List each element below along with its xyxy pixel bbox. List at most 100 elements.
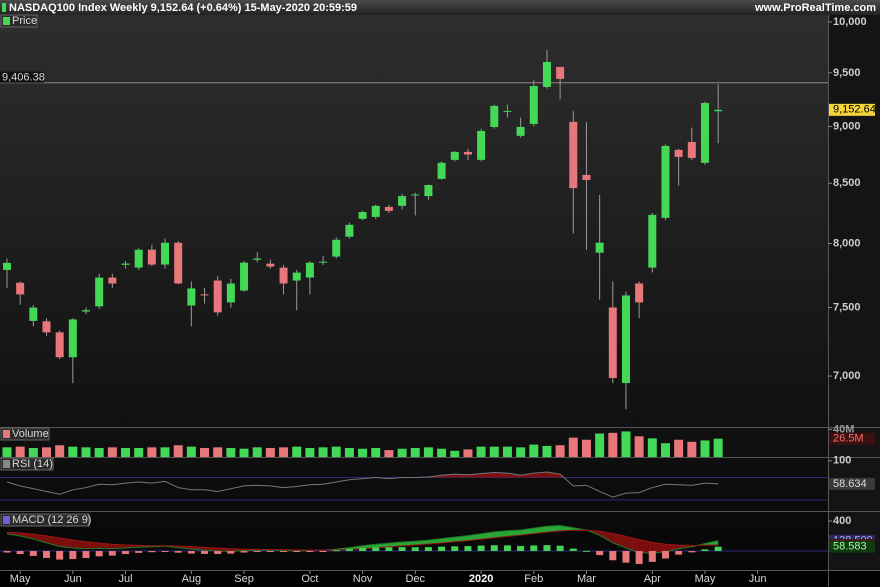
volume-bar	[595, 433, 605, 457]
histogram-bar	[56, 551, 64, 560]
histogram-bar	[148, 551, 156, 553]
volume-bar	[55, 445, 65, 457]
volume-bar	[305, 448, 315, 457]
panel-label-box	[0, 513, 90, 527]
macd-fill	[33, 534, 47, 543]
x-tick-label: Sep	[234, 573, 254, 585]
volume-bar	[555, 445, 565, 457]
volume-bar	[213, 447, 223, 457]
volume-bar	[687, 441, 697, 457]
y-tick-label: 40M	[833, 423, 854, 435]
histogram-bar	[424, 547, 432, 552]
volume-bar	[331, 446, 341, 457]
candle-body	[292, 272, 301, 281]
macd-fill	[560, 525, 574, 531]
x-tick-label: Dec	[405, 573, 425, 585]
histogram-bar	[675, 551, 683, 555]
candle-body	[82, 310, 91, 312]
panel-label-box	[0, 427, 50, 441]
candle-body	[648, 214, 657, 268]
y-tick-label: 9,000	[833, 120, 861, 132]
volume-bar	[700, 440, 710, 457]
candle-body	[371, 205, 380, 217]
histogram-bar	[227, 551, 235, 554]
volume-bar	[160, 447, 170, 457]
overbought-fill	[6, 471, 719, 478]
candle-body	[200, 294, 209, 296]
macd-fill	[72, 539, 87, 549]
macd-fill	[612, 533, 626, 549]
x-tick-label: Mar	[577, 573, 596, 585]
y-tick-label: 10,000	[833, 16, 867, 28]
candle-body	[161, 242, 170, 265]
volume-bar	[358, 448, 368, 457]
macd-fill	[665, 544, 679, 552]
macd-line	[6, 525, 719, 554]
volume-bar	[239, 448, 249, 457]
volume-bar	[463, 449, 473, 457]
panel-label-box	[0, 457, 54, 471]
histogram-bar	[122, 551, 130, 555]
volume-bar	[147, 447, 157, 457]
histogram-bar	[596, 551, 604, 556]
candle-body	[477, 130, 486, 160]
x-tick-label: Jun	[64, 573, 82, 585]
panel-title: MACD (12 26 9)	[12, 514, 91, 526]
volume-bar	[15, 446, 25, 457]
volume-bar	[660, 443, 670, 457]
histogram-bar	[372, 547, 380, 552]
histogram-bar	[411, 547, 419, 552]
candle-body	[516, 126, 525, 136]
histogram-bar	[661, 551, 669, 559]
plot-background	[0, 15, 828, 571]
histogram-bar	[398, 547, 406, 552]
histogram-bar	[503, 545, 511, 552]
volume-bar	[226, 448, 236, 457]
macd-fill	[99, 543, 113, 549]
macd-fill	[494, 530, 508, 538]
panel-label-icon	[3, 430, 10, 438]
histogram-bar	[95, 551, 103, 557]
volume-bar	[81, 447, 91, 457]
histogram-bar	[688, 551, 696, 553]
candle-body	[384, 206, 393, 211]
volume-bar	[529, 444, 539, 457]
volume-bar	[476, 446, 486, 457]
panel-title: Price	[12, 15, 37, 27]
candle-body	[279, 267, 288, 284]
overlay: Price Volume RSI (14) MACD (12 26 9) 7,0…	[0, 14, 876, 585]
macd-fill	[59, 537, 73, 549]
candle-body	[95, 277, 104, 307]
candle-body	[529, 86, 538, 124]
histogram-bar	[82, 551, 90, 559]
histogram-bar	[214, 551, 222, 554]
macd-fill	[625, 536, 640, 553]
volume-bar	[2, 447, 12, 457]
histogram-bar	[280, 551, 288, 553]
candle-body	[411, 194, 420, 196]
volume-bar	[186, 446, 196, 457]
volume-bar	[41, 447, 51, 457]
candle-body	[463, 151, 472, 155]
histogram-bar	[556, 545, 564, 552]
panel-title: Volume	[12, 428, 49, 440]
histogram-bar	[385, 547, 393, 552]
header-title: NASDAQ100 Index Weekly 9,152.64 (+0.64%)…	[9, 2, 357, 14]
volume-bar	[28, 448, 38, 457]
reference-label: 9,406.38	[2, 72, 45, 84]
y-tick-label: 9,500	[833, 67, 861, 79]
histogram-bar	[69, 551, 77, 560]
candle-body	[174, 242, 183, 284]
candle-body	[424, 185, 433, 197]
histogram-bar	[582, 550, 590, 552]
candle-body	[674, 149, 683, 157]
x-tick-label: Feb	[524, 573, 543, 585]
macd-fill	[46, 535, 60, 547]
volume-bar	[344, 448, 354, 457]
candle-body	[240, 262, 249, 291]
histogram-bar	[490, 545, 498, 552]
volume-bar	[489, 446, 499, 457]
histogram-bar	[174, 551, 182, 553]
histogram-bar	[464, 546, 472, 552]
value-tag	[829, 540, 875, 553]
